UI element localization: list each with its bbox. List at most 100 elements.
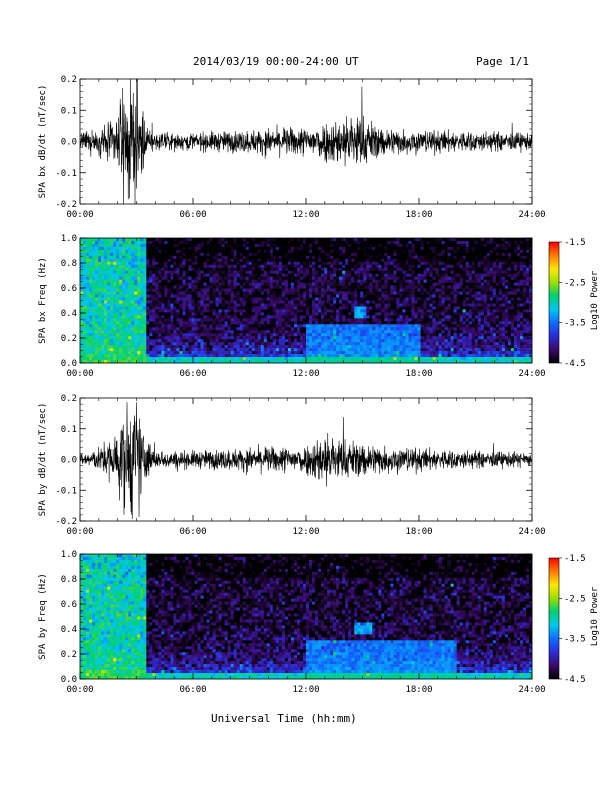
heatmap-cell [197,243,201,248]
heatmap-cell [504,240,509,245]
heatmap-cell [486,300,491,304]
heatmap-cell [197,315,201,319]
heatmap-cell [137,255,141,260]
heatmap-cell [525,252,530,257]
heatmap-cell [474,261,479,266]
heatmap-cell [293,297,298,301]
heatmap-cell [107,306,111,310]
heatmap-cell [245,306,250,310]
heatmap-cell [269,333,274,337]
heatmap-cell [390,312,394,316]
heatmap-cell [128,255,132,260]
heatmap-cell [257,270,262,275]
heatmap-cell [327,243,331,248]
heatmap-cell [266,294,271,298]
heatmap-cell [453,273,457,277]
heatmap-cell [110,315,114,319]
heatmap-cell [372,291,376,295]
heatmap-cell [209,273,213,277]
heatmap-cell [516,309,521,313]
heatmap-cell [492,270,497,275]
heatmap-cell [525,300,530,304]
heatmap-cell [128,333,132,337]
heatmap-cell [447,291,451,295]
heatmap-cell [221,312,225,316]
heatmap-cell [278,294,283,298]
heatmap-cell [89,333,93,337]
heatmap-cell [528,324,533,328]
heatmap-cell [206,240,210,245]
heatmap-cell [92,318,96,322]
heatmap-cell [525,288,530,292]
heatmap-cell [417,252,421,257]
heatmap-cell [224,327,228,331]
heatmap-cell [170,288,174,292]
heatmap-cell [242,276,247,280]
heatmap-cell [185,243,189,248]
heatmap-cell [390,249,394,254]
heatmap-cell [146,255,150,260]
heatmap-cell [185,261,189,266]
heatmap-cell [510,330,515,334]
heatmap-cell [116,309,120,313]
heatmap-cell [275,258,280,263]
heatmap-cell [498,285,503,289]
heatmap-cell [435,246,439,251]
heatmap-cell [104,294,108,298]
heatmap-cell [306,297,310,301]
heatmap-cell [507,294,512,298]
heatmap-cell [251,276,256,280]
heatmap-cell [113,285,117,289]
heatmap-cell [194,255,198,260]
heatmap-cell [408,273,412,277]
heatmap-cell [426,243,430,248]
heatmap-cell [366,261,370,266]
heatmap-cell [248,267,253,272]
heatmap-cell [438,303,442,307]
heatmap-cell [429,285,433,289]
heatmap-cell [215,309,219,313]
heatmap-cell [293,258,298,263]
heatmap-cell [327,267,331,272]
heatmap-cell [263,276,268,280]
heatmap-cell [372,321,376,325]
heatmap-cell [182,318,186,322]
heatmap-cell [203,303,207,307]
heatmap-cell [474,324,479,328]
heatmap-cell [143,309,147,313]
heatmap-cell [80,291,84,295]
heatmap-cell [134,318,138,322]
heatmap-cell [293,309,298,313]
heatmap-cell [321,330,325,334]
heatmap-cell [420,243,424,248]
heatmap-cell [492,258,497,263]
heatmap-cell [459,252,463,257]
heatmap-cell [447,321,451,325]
heatmap-cell [101,238,105,242]
heatmap-cell [423,330,427,334]
heatmap-cell [125,330,129,334]
heatmap-cell [336,252,340,257]
heatmap-cell [245,300,250,304]
heatmap-cell [116,327,120,331]
heatmap-cell [306,309,310,313]
heatmap-cell [137,246,141,251]
heatmap-cell [348,306,352,310]
heatmap-cell [131,261,135,266]
heatmap-cell [233,306,237,310]
heatmap-cell [266,291,271,295]
heatmap-cell [182,258,186,263]
heatmap-cell [143,249,147,254]
heatmap-cell [339,264,343,269]
heatmap-cell [420,264,424,269]
heatmap-cell [293,324,298,328]
heatmap-cell [441,246,445,251]
heatmap-cell [315,252,319,257]
heatmap-cell [86,297,90,301]
heatmap-cell [462,240,466,245]
heatmap-cell [345,327,349,331]
heatmap-cell [408,327,412,331]
heatmap-cell [411,318,415,322]
heatmap-cell [125,303,129,307]
heatmap-cell [408,291,412,295]
